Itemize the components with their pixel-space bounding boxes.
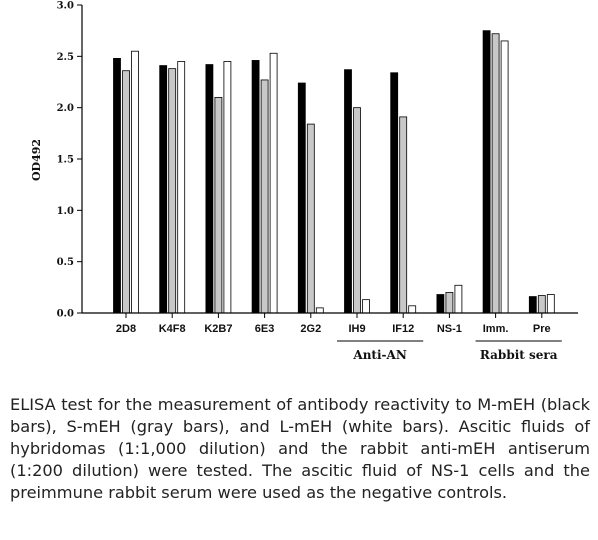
- bar-imm-series-2: [491, 33, 500, 314]
- group-label: Rabbit sera: [480, 348, 558, 362]
- bar-ih9-series-2: [353, 107, 361, 314]
- x-category-label: IF12: [392, 323, 414, 335]
- group-label: Anti-AN: [352, 348, 406, 362]
- bar-2d8-series-3: [131, 50, 139, 314]
- y-tick-label: 0.5: [57, 257, 74, 268]
- figure-caption: ELISA test for the measurement of antibo…: [10, 395, 590, 502]
- bar-imm-series-1: [482, 30, 491, 314]
- y-axis-label: OD492: [30, 139, 43, 181]
- bar-imm-series-3: [500, 40, 509, 314]
- bar-if12-series-2: [399, 116, 408, 314]
- x-category-label: 2G2: [300, 323, 321, 335]
- bar-ns1-series-3: [454, 284, 463, 314]
- bar-6e3-series-1: [251, 60, 260, 314]
- bar-ih9-series-3: [362, 299, 370, 314]
- bar-if12-series-3: [408, 305, 417, 314]
- bar-k4f8-series-3: [177, 61, 186, 314]
- bar-ns1-series-2: [445, 292, 454, 314]
- bar-2g2-series-3: [315, 307, 324, 314]
- bar-ns1-series-1: [436, 294, 445, 314]
- bar-ih9-series-1: [344, 69, 352, 314]
- bar-2g2-series-2: [306, 123, 315, 314]
- bar-if12-series-1: [390, 72, 399, 314]
- x-category-label: K4F8: [159, 323, 186, 335]
- y-tick-label: 1.0: [57, 206, 74, 217]
- y-tick-label: 0.0: [57, 309, 74, 320]
- bar-k2b7-series-3: [223, 61, 232, 314]
- bar-2g2-series-1: [297, 82, 306, 314]
- x-axis: 2D8 K4F8 K2B7 6E3 2G2 IH9 IF12 NS-1 Imm. Pre: [82, 312, 578, 335]
- x-category-label: K2B7: [204, 323, 232, 335]
- y-axis: 0.0 0.5 1.0 1.5 2.0 2.5 3.0: [57, 1, 83, 320]
- y-tick-label: 2.5: [57, 52, 74, 63]
- bar-k4f8-series-2: [168, 68, 177, 314]
- y-tick-label: 1.5: [57, 155, 74, 166]
- bar-pre-series-2: [537, 295, 546, 314]
- y-tick-label: 3.0: [57, 1, 74, 12]
- x-category-label: Pre: [533, 323, 551, 335]
- bar-6e3-series-2: [260, 79, 269, 314]
- y-tick-label: 2.0: [57, 103, 74, 114]
- x-category-label: Imm.: [483, 323, 509, 335]
- x-category-label: IH9: [348, 323, 365, 335]
- bars: [113, 30, 555, 314]
- x-category-label: 2D8: [116, 323, 136, 335]
- x-category-label: NS-1: [437, 323, 462, 335]
- bar-pre-series-1: [528, 296, 537, 314]
- bar-chart: 0.0 0.5 1.0 1.5 2.0 2.5 3.0 2D8 K4F8 K2B7 6E3 2G2 I…: [30, 1, 578, 362]
- bar-6e3-series-3: [269, 52, 278, 314]
- bar-2d8-series-1: [113, 57, 121, 314]
- bar-2d8-series-2: [122, 70, 130, 314]
- bar-k4f8-series-1: [159, 65, 168, 314]
- category-groups: Anti-AN Rabbit sera: [337, 340, 562, 362]
- bar-pre-series-3: [546, 294, 555, 314]
- bar-k2b7-series-1: [205, 64, 214, 314]
- x-category-label: 6E3: [255, 323, 275, 335]
- bar-k2b7-series-2: [214, 97, 223, 314]
